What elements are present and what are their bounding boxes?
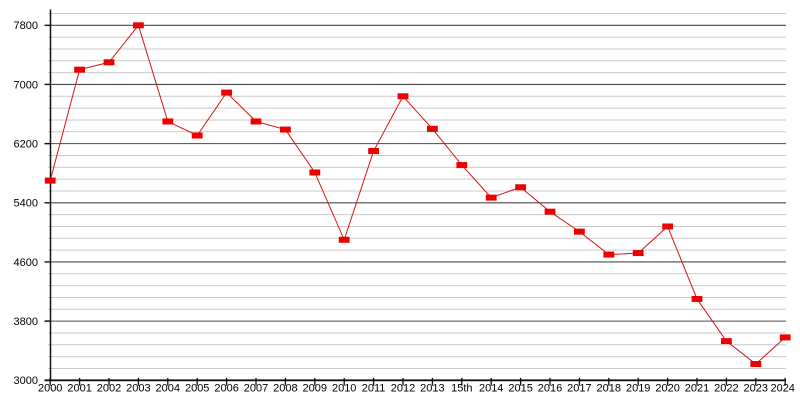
svg-text:2007: 2007 bbox=[244, 383, 268, 395]
svg-text:2014: 2014 bbox=[479, 383, 503, 395]
svg-text:2021: 2021 bbox=[685, 383, 709, 395]
svg-text:3800: 3800 bbox=[14, 316, 38, 328]
svg-text:2020: 2020 bbox=[655, 383, 679, 395]
svg-text:7000: 7000 bbox=[14, 79, 38, 91]
svg-text:2003: 2003 bbox=[126, 383, 150, 395]
svg-text:2000: 2000 bbox=[38, 383, 62, 395]
svg-text:15th: 15th bbox=[451, 383, 472, 395]
svg-text:2006: 2006 bbox=[214, 383, 238, 395]
svg-text:2024: 2024 bbox=[770, 383, 794, 395]
svg-text:2001: 2001 bbox=[67, 383, 91, 395]
svg-text:2018: 2018 bbox=[597, 383, 621, 395]
svg-text:2017: 2017 bbox=[567, 383, 591, 395]
svg-text:7800: 7800 bbox=[14, 20, 38, 32]
svg-text:2009: 2009 bbox=[303, 383, 327, 395]
svg-text:2022: 2022 bbox=[714, 383, 738, 395]
svg-text:2023: 2023 bbox=[744, 383, 768, 395]
svg-text:2004: 2004 bbox=[156, 383, 180, 395]
svg-text:5400: 5400 bbox=[14, 198, 38, 210]
svg-text:2008: 2008 bbox=[273, 383, 297, 395]
svg-text:2019: 2019 bbox=[626, 383, 650, 395]
svg-text:2013: 2013 bbox=[420, 383, 444, 395]
svg-text:2005: 2005 bbox=[185, 383, 209, 395]
svg-text:3000: 3000 bbox=[14, 375, 38, 387]
svg-text:6200: 6200 bbox=[14, 139, 38, 151]
svg-text:2015: 2015 bbox=[508, 383, 532, 395]
svg-text:2012: 2012 bbox=[391, 383, 415, 395]
svg-text:2010: 2010 bbox=[332, 383, 356, 395]
svg-text:2002: 2002 bbox=[97, 383, 121, 395]
svg-text:2016: 2016 bbox=[538, 383, 562, 395]
svg-text:2011: 2011 bbox=[362, 383, 386, 395]
svg-text:4600: 4600 bbox=[14, 257, 38, 269]
